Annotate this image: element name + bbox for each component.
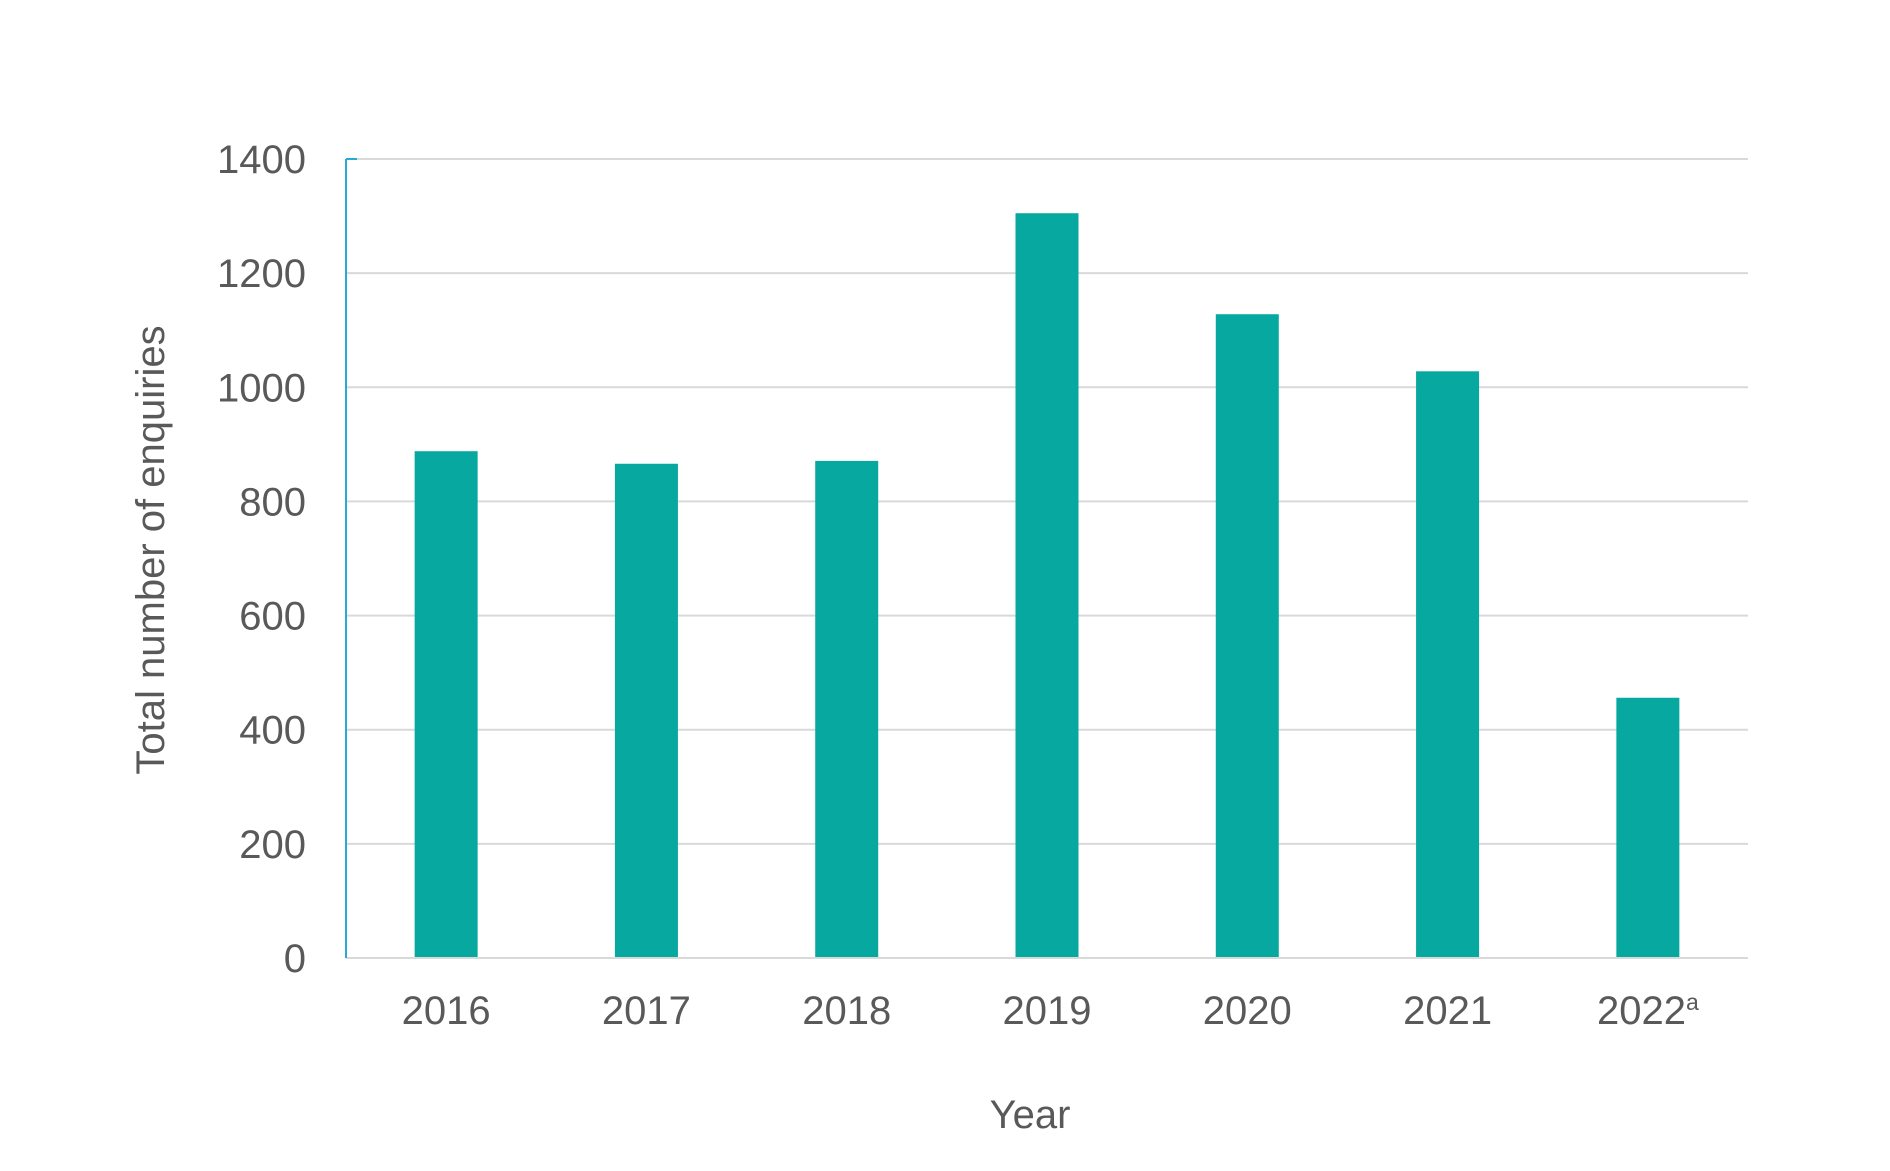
y-tick-label: 0 bbox=[284, 937, 306, 981]
x-tick-text: 2022 bbox=[1597, 989, 1686, 1033]
axes bbox=[345, 158, 1748, 959]
x-tick-labels: 2016 2017 2018 2019 2020 2021 2022a bbox=[402, 989, 1699, 1033]
y-tick-label: 600 bbox=[239, 595, 306, 639]
x-tick-footnote-marker: a bbox=[1686, 989, 1699, 1015]
x-tick-label: 2016 bbox=[402, 989, 491, 1033]
x-tick-text: 2021 bbox=[1403, 989, 1492, 1033]
y-tick-label: 800 bbox=[239, 480, 306, 524]
x-tick-label: 2021 bbox=[1403, 989, 1492, 1033]
bar-2017 bbox=[614, 463, 678, 958]
y-tick-label: 400 bbox=[239, 709, 306, 753]
bar-2020 bbox=[1215, 314, 1279, 959]
bar-2022 bbox=[1616, 697, 1680, 958]
bar-2021 bbox=[1416, 371, 1480, 958]
y-axis-title: Total number of enquiries bbox=[129, 325, 173, 774]
y-tick-labels: 0 200 400 600 800 1000 1200 1400 bbox=[217, 138, 306, 981]
x-tick-text: 2019 bbox=[1003, 989, 1092, 1033]
x-tick-text: 2016 bbox=[402, 989, 491, 1033]
y-tick-label: 1400 bbox=[217, 138, 306, 182]
x-tick-text: 2017 bbox=[602, 989, 691, 1033]
bar-2016 bbox=[414, 451, 478, 958]
y-tick-label: 1000 bbox=[217, 366, 306, 410]
x-tick-label: 2022a bbox=[1597, 989, 1699, 1033]
x-tick-label: 2018 bbox=[802, 989, 891, 1033]
bar-2018 bbox=[815, 460, 879, 958]
y-tick-label: 1200 bbox=[217, 252, 306, 296]
bars bbox=[414, 213, 1680, 959]
bar-2019 bbox=[1015, 213, 1079, 959]
y-tick-label: 200 bbox=[239, 823, 306, 867]
x-tick-label: 2020 bbox=[1203, 989, 1292, 1033]
x-tick-text: 2018 bbox=[802, 989, 891, 1033]
x-tick-label: 2017 bbox=[602, 989, 691, 1033]
x-axis-title: Year bbox=[990, 1093, 1071, 1137]
x-tick-text: 2020 bbox=[1203, 989, 1292, 1033]
x-tick-label: 2019 bbox=[1003, 989, 1092, 1033]
